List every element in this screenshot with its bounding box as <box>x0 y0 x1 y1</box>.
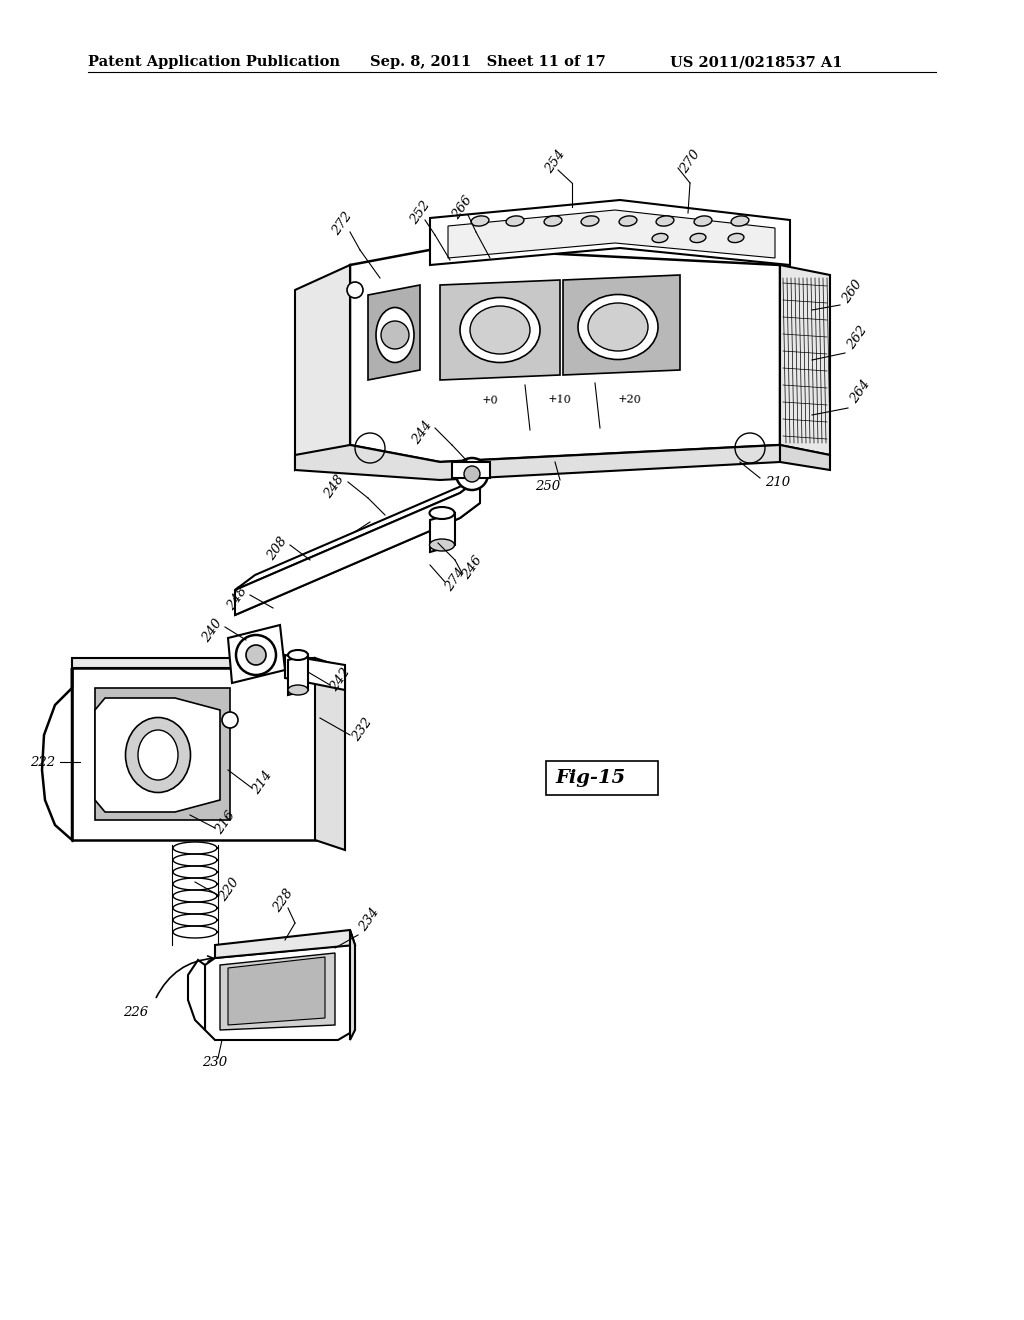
Polygon shape <box>72 668 315 840</box>
Ellipse shape <box>376 308 414 363</box>
Text: 254: 254 <box>543 148 567 176</box>
Text: 232: 232 <box>349 715 375 743</box>
Text: 230: 230 <box>203 1056 227 1069</box>
Ellipse shape <box>288 649 308 660</box>
Ellipse shape <box>471 216 488 226</box>
Ellipse shape <box>429 539 455 550</box>
Text: Patent Application Publication: Patent Application Publication <box>88 55 340 69</box>
Ellipse shape <box>694 216 712 226</box>
Polygon shape <box>288 655 308 696</box>
Text: 262: 262 <box>845 323 869 351</box>
Ellipse shape <box>620 216 637 226</box>
Polygon shape <box>452 462 490 478</box>
Polygon shape <box>228 957 325 1026</box>
Ellipse shape <box>578 294 658 359</box>
Polygon shape <box>42 668 72 840</box>
Polygon shape <box>315 657 345 850</box>
Polygon shape <box>234 478 480 590</box>
Polygon shape <box>295 445 780 480</box>
Text: 208: 208 <box>265 535 291 562</box>
Ellipse shape <box>728 234 744 243</box>
Text: 252: 252 <box>408 199 432 227</box>
Polygon shape <box>215 931 355 958</box>
Polygon shape <box>205 945 355 1040</box>
Ellipse shape <box>588 304 648 351</box>
Ellipse shape <box>460 297 540 363</box>
Circle shape <box>456 458 488 490</box>
Text: 274: 274 <box>442 566 468 594</box>
Polygon shape <box>295 265 350 470</box>
Text: 246: 246 <box>460 553 484 582</box>
Polygon shape <box>430 513 455 552</box>
Text: 240: 240 <box>201 616 225 644</box>
Text: 244: 244 <box>411 418 435 446</box>
Text: Sep. 8, 2011   Sheet 11 of 17: Sep. 8, 2011 Sheet 11 of 17 <box>370 55 606 69</box>
Text: 226: 226 <box>123 1006 148 1019</box>
Text: 272: 272 <box>330 210 354 238</box>
Text: 260: 260 <box>840 277 864 306</box>
Polygon shape <box>285 655 345 690</box>
Polygon shape <box>430 201 790 265</box>
Text: 210: 210 <box>765 477 791 490</box>
Polygon shape <box>234 503 480 615</box>
Polygon shape <box>368 285 420 380</box>
Ellipse shape <box>138 730 178 780</box>
Polygon shape <box>220 953 335 1030</box>
Ellipse shape <box>506 216 524 226</box>
Ellipse shape <box>731 216 749 226</box>
Circle shape <box>222 711 238 729</box>
Ellipse shape <box>581 216 599 226</box>
Polygon shape <box>780 265 830 455</box>
Polygon shape <box>72 657 315 668</box>
Text: 214: 214 <box>250 768 274 797</box>
Circle shape <box>464 466 480 482</box>
Polygon shape <box>563 275 680 375</box>
Polygon shape <box>449 210 775 257</box>
Polygon shape <box>188 960 205 1030</box>
Text: US 2011/0218537 A1: US 2011/0218537 A1 <box>670 55 843 69</box>
Polygon shape <box>780 445 830 470</box>
Text: 266: 266 <box>450 194 474 222</box>
Circle shape <box>381 321 409 348</box>
Ellipse shape <box>126 718 190 792</box>
Ellipse shape <box>544 216 562 226</box>
Text: 216: 216 <box>213 809 238 837</box>
Text: 248: 248 <box>225 585 250 612</box>
Text: 242: 242 <box>328 665 352 694</box>
Text: 270: 270 <box>678 148 702 176</box>
Ellipse shape <box>288 685 308 696</box>
Text: 228: 228 <box>270 887 296 915</box>
Ellipse shape <box>656 216 674 226</box>
Circle shape <box>246 645 266 665</box>
Polygon shape <box>95 698 220 812</box>
Polygon shape <box>440 280 560 380</box>
Polygon shape <box>350 931 355 1040</box>
Text: 264: 264 <box>848 378 872 405</box>
Circle shape <box>236 635 276 675</box>
Text: 220: 220 <box>217 875 242 904</box>
Ellipse shape <box>652 234 668 243</box>
Text: +10: +10 <box>548 395 572 405</box>
Polygon shape <box>350 248 780 462</box>
Text: Fig-15: Fig-15 <box>555 770 626 787</box>
Text: 250: 250 <box>536 480 560 494</box>
Text: +20: +20 <box>617 395 642 405</box>
Text: 234: 234 <box>356 906 382 933</box>
Polygon shape <box>95 688 230 820</box>
Text: 222: 222 <box>30 755 55 768</box>
Ellipse shape <box>470 306 530 354</box>
Polygon shape <box>228 624 285 682</box>
Polygon shape <box>234 478 480 615</box>
Text: 248: 248 <box>323 473 347 500</box>
Ellipse shape <box>690 234 706 243</box>
Text: +0: +0 <box>481 395 499 405</box>
Circle shape <box>347 282 362 298</box>
Ellipse shape <box>429 507 455 519</box>
